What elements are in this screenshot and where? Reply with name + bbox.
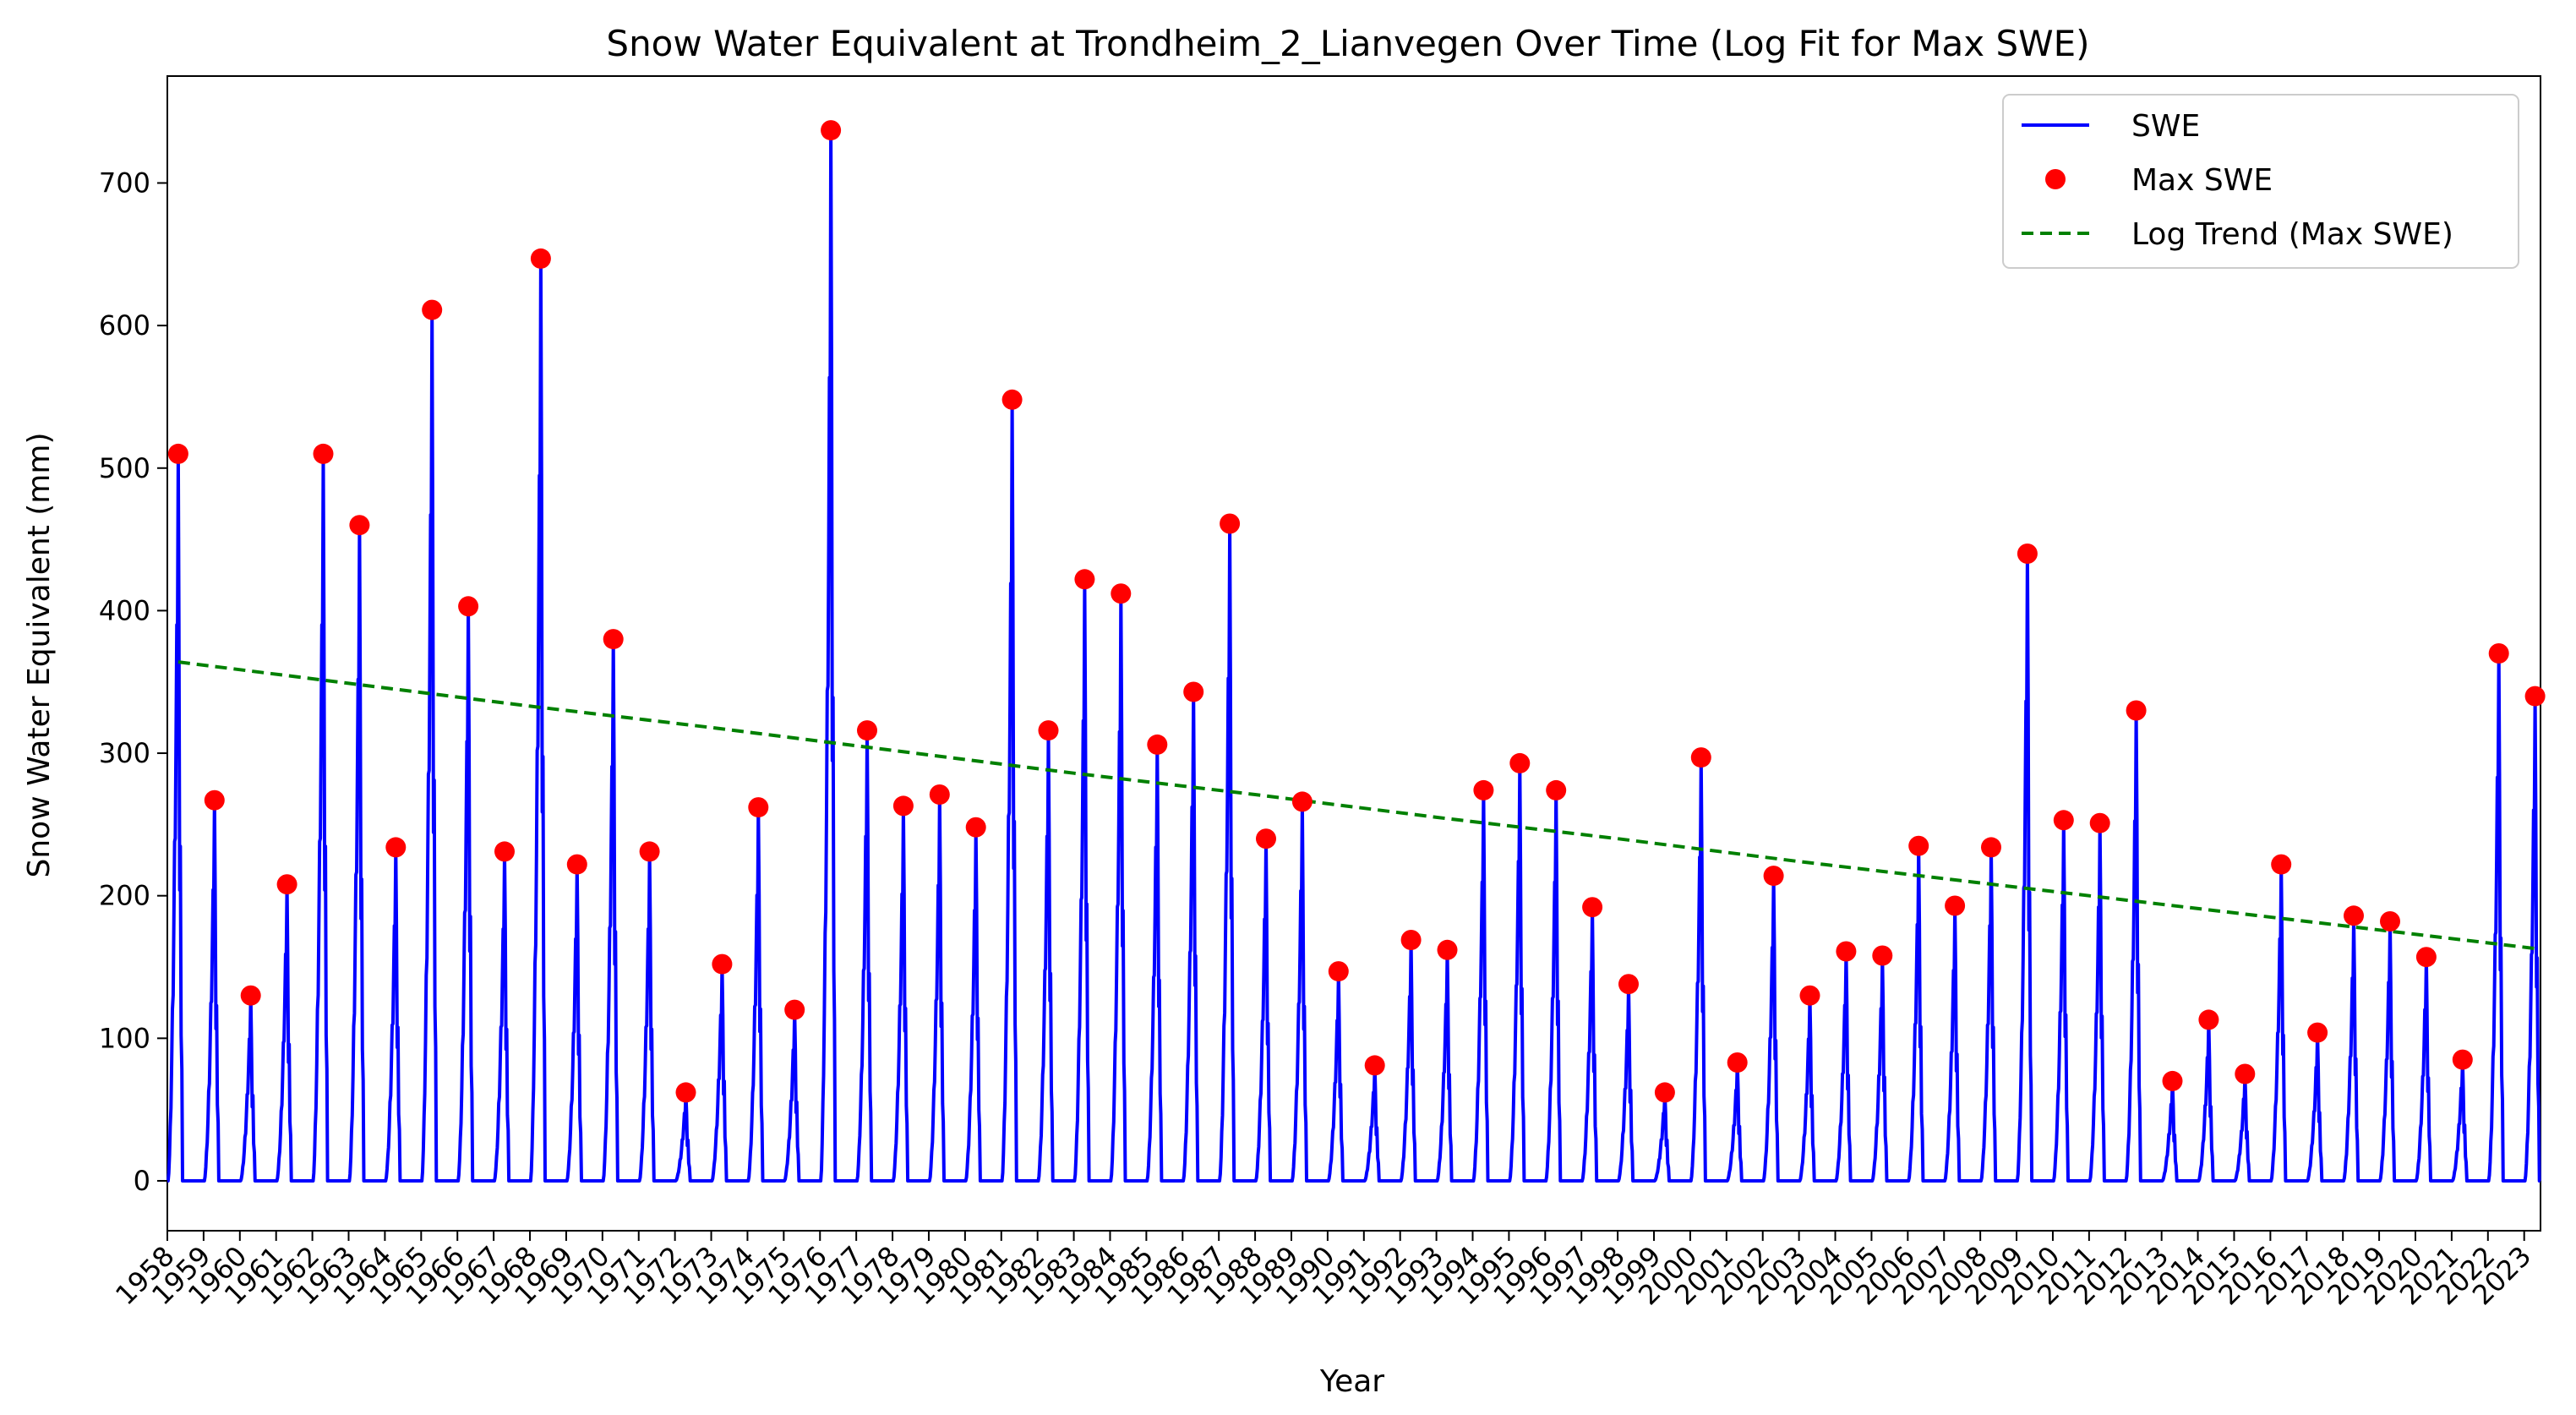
max-swe-point — [1183, 681, 1204, 702]
x-axis-label: Year — [1319, 1364, 1384, 1399]
chart-title: Snow Water Equivalent at Trondheim_2_Lia… — [606, 23, 2089, 64]
max-swe-point — [1001, 389, 1023, 410]
max-swe-point — [204, 789, 225, 811]
max-swe-point — [2162, 1070, 2183, 1091]
max-swe-point — [2524, 686, 2546, 707]
max-swe-point — [1074, 569, 1095, 590]
legend-trend-label: Log Trend (Max SWE) — [2131, 217, 2453, 252]
x-axis: 1958195919601961196219631964196519661967… — [109, 1231, 2537, 1311]
max-swe-point — [313, 443, 334, 464]
max-swe-point — [784, 999, 805, 1020]
max-swe-point — [1945, 895, 1966, 916]
legend-max-swatch — [2045, 169, 2066, 189]
y-tick-label: 200 — [99, 880, 150, 912]
max-swe-point — [857, 720, 877, 741]
y-tick-label: 600 — [99, 309, 150, 341]
max-swe-point — [1038, 720, 1059, 741]
max-swe-point — [566, 854, 587, 875]
max-swe-point — [748, 797, 769, 818]
max-swe-point — [2415, 947, 2437, 968]
max-swe-point — [929, 784, 950, 805]
max-swe-point — [1256, 828, 1276, 850]
y-tick-label: 0 — [134, 1165, 150, 1197]
max-swe-point — [2488, 643, 2509, 664]
max-swe-point — [494, 841, 515, 862]
max-swe-point — [675, 1082, 696, 1103]
max-swe-point — [1618, 974, 1639, 995]
max-swe-point — [385, 837, 407, 858]
axes-frame — [166, 75, 2541, 1232]
max-swe-point — [1328, 961, 1349, 982]
max-swe-point — [1546, 779, 1567, 800]
max-swe-point — [349, 515, 370, 536]
max-swe-point — [240, 985, 261, 1006]
max-swe-point — [167, 443, 188, 464]
legend-frame — [2002, 94, 2519, 269]
max-swe-point — [821, 120, 842, 141]
y-axis: 0 100 200 300 400 500 600 700 — [99, 167, 167, 1197]
y-tick-label: 400 — [99, 594, 150, 626]
max-swe-point — [892, 795, 914, 817]
max-swe-point — [422, 299, 443, 320]
max-swe-point — [458, 596, 479, 617]
max-swe-point — [603, 629, 624, 650]
max-swe-point — [2307, 1022, 2328, 1043]
max-swe-point — [2271, 854, 2292, 875]
max-swe-point — [1437, 939, 1458, 960]
max-swe-point — [1364, 1055, 1385, 1076]
max-swe-point — [2017, 544, 2038, 564]
max-swe-point — [2126, 700, 2147, 721]
max-swe-point — [1582, 897, 1603, 918]
max-swe-point — [2380, 911, 2400, 931]
max-swe-point — [1727, 1052, 1748, 1073]
log-trend-line — [177, 660, 2535, 951]
y-axis-label: Snow Water Equivalent (mm) — [22, 433, 57, 878]
max-swe-point — [2089, 812, 2110, 833]
plot-area — [166, 75, 2546, 1232]
max-swe-point — [1473, 779, 1494, 800]
max-swe-point — [276, 874, 297, 895]
swe-series-line — [166, 128, 2541, 1183]
max-swe-point — [2344, 905, 2364, 926]
max-swe-point — [1690, 747, 1711, 768]
max-swe-point — [1654, 1082, 1675, 1103]
max-swe-point — [639, 841, 660, 862]
max-swe-point — [1220, 513, 1241, 534]
y-tick-label: 500 — [99, 452, 150, 484]
max-swe-point — [1509, 752, 1531, 773]
max-swe-point — [2053, 810, 2074, 831]
legend-max-label: Max SWE — [2131, 163, 2273, 198]
max-swe-point — [2235, 1063, 2256, 1084]
y-tick-label: 300 — [99, 737, 150, 769]
max-swe-point — [1763, 866, 1784, 887]
legend-swe-label: SWE — [2131, 109, 2200, 144]
y-tick-label: 100 — [99, 1022, 150, 1054]
max-swe-point — [1400, 930, 1422, 950]
max-swe-point — [1799, 985, 1820, 1006]
max-swe-point — [2452, 1049, 2473, 1070]
max-swe-point — [1836, 941, 1857, 962]
max-swe-point — [965, 817, 986, 838]
max-swe-point — [2198, 1009, 2219, 1030]
max-swe-point — [1872, 945, 1893, 966]
y-tick-label: 700 — [99, 167, 150, 199]
max-swe-point — [530, 248, 551, 269]
legend: SWE Max SWE Log Trend (Max SWE) — [2002, 94, 2519, 269]
max-swe-point — [1908, 835, 1929, 856]
max-swe-point — [1981, 837, 2001, 858]
max-swe-point — [1291, 791, 1313, 812]
max-swe-point — [1111, 583, 1132, 604]
max-swe-point — [712, 953, 733, 975]
max-swe-point — [1147, 734, 1168, 755]
